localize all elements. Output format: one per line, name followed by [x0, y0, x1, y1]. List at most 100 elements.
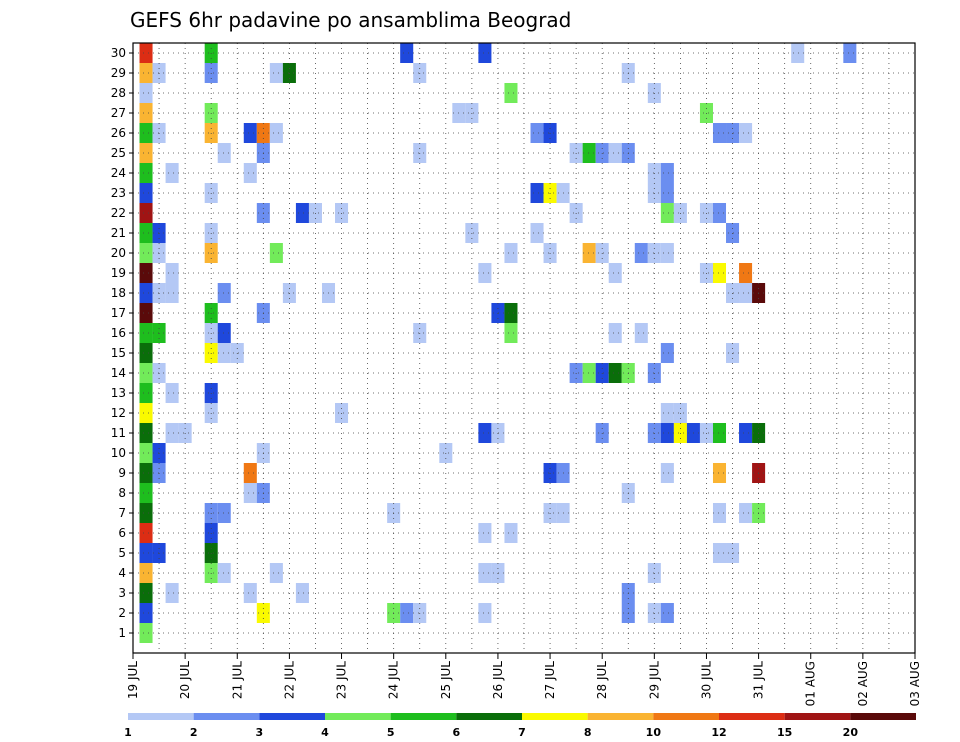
- precip-cell: [139, 543, 153, 563]
- x-tick-label: 20 JUL: [178, 661, 192, 699]
- precip-cell: [530, 223, 544, 243]
- precip-cell: [165, 423, 179, 443]
- y-tick-label: 4: [118, 566, 126, 580]
- precip-cell: [165, 263, 179, 283]
- y-tick-label: 24: [111, 166, 126, 180]
- precip-cell: [269, 563, 283, 583]
- precip-cell: [660, 603, 674, 623]
- legend-swatch: [325, 713, 391, 720]
- legend-swatch: [259, 713, 325, 720]
- precip-cell: [165, 283, 179, 303]
- precip-cell: [139, 123, 153, 143]
- precip-cell: [217, 143, 231, 163]
- legend-swatch: [456, 713, 522, 720]
- precip-cell: [400, 603, 414, 623]
- legend-swatch: [587, 713, 654, 720]
- y-tick-label: 12: [111, 406, 126, 420]
- precip-cell: [739, 123, 753, 143]
- y-axis: 1234567891011121314151617181920212223242…: [111, 46, 133, 640]
- legend-label: 12: [711, 726, 726, 739]
- y-tick-label: 26: [111, 126, 126, 140]
- y-tick-label: 21: [111, 226, 126, 240]
- precip-cell: [165, 163, 179, 183]
- precip-cell: [139, 323, 153, 343]
- y-tick-label: 25: [111, 146, 126, 160]
- y-tick-label: 14: [111, 366, 126, 380]
- legend-swatch: [850, 713, 916, 720]
- y-tick-label: 19: [111, 266, 126, 280]
- x-tick-label: 23 JUL: [335, 661, 349, 699]
- x-tick-label: 31 JUL: [752, 661, 766, 699]
- cells-layer: [139, 43, 857, 643]
- precip-cell: [243, 123, 257, 143]
- legend-swatch: [522, 713, 588, 720]
- precip-cell: [139, 223, 153, 243]
- precip-cell: [295, 203, 309, 223]
- y-tick-label: 10: [111, 446, 126, 460]
- x-tick-label: 21 JUL: [230, 661, 244, 699]
- y-tick-label: 23: [111, 186, 126, 200]
- precip-cell: [165, 583, 179, 603]
- precip-cell: [217, 323, 231, 343]
- x-tick-label: 01 AUG: [804, 661, 818, 706]
- precip-cell: [739, 263, 753, 283]
- chart-title: GEFS 6hr padavine po ansamblima Beograd: [130, 8, 571, 32]
- precip-cell: [243, 583, 257, 603]
- y-tick-label: 29: [111, 66, 126, 80]
- x-tick-label: 24 JUL: [387, 661, 401, 699]
- precip-cell: [478, 43, 492, 63]
- y-tick-label: 7: [118, 506, 126, 520]
- y-tick-label: 30: [111, 46, 126, 60]
- precip-cell: [139, 43, 153, 63]
- precip-cell: [660, 343, 674, 363]
- y-tick-label: 11: [111, 426, 126, 440]
- legend-swatch: [653, 713, 719, 720]
- x-tick-label: 28 JUL: [595, 661, 609, 699]
- legend-label: 15: [777, 726, 792, 739]
- legend-label: 2: [190, 726, 198, 739]
- x-tick-label: 25 JUL: [439, 661, 453, 699]
- y-tick-label: 27: [111, 106, 126, 120]
- precip-cell: [139, 343, 153, 363]
- y-tick-label: 13: [111, 386, 126, 400]
- precip-cell: [504, 523, 518, 543]
- precip-cell: [660, 203, 674, 223]
- precip-cell: [634, 323, 648, 343]
- plot-frame: [132, 42, 916, 654]
- precip-cell: [478, 263, 492, 283]
- precip-cell: [139, 443, 153, 463]
- precip-cell: [712, 543, 727, 563]
- precip-cell: [478, 603, 492, 623]
- precip-cell: [217, 503, 231, 523]
- precip-cell: [608, 323, 622, 343]
- precip-cell: [530, 183, 544, 203]
- legend-label: 5: [387, 726, 395, 739]
- y-tick-label: 28: [111, 86, 126, 100]
- precip-cell: [139, 523, 153, 543]
- precip-cell: [243, 483, 257, 503]
- precip-cell: [139, 163, 153, 183]
- precip-cell: [295, 583, 309, 603]
- precip-cell: [712, 463, 727, 483]
- legend-swatch: [719, 713, 785, 720]
- legend-label: 20: [843, 726, 859, 739]
- precip-cell: [504, 323, 518, 343]
- x-tick-label: 26 JUL: [491, 661, 505, 699]
- legend-label: 3: [256, 726, 264, 739]
- precip-cell: [739, 283, 753, 303]
- precip-cell: [139, 423, 153, 443]
- precip-cell: [660, 243, 674, 263]
- x-tick-label: 29 JUL: [647, 661, 661, 699]
- precip-cell: [139, 283, 153, 303]
- precip-cell: [217, 563, 231, 583]
- precip-cell: [634, 243, 648, 263]
- precip-cell: [739, 503, 753, 523]
- legend-label: 1: [124, 726, 132, 739]
- legend-label: 4: [321, 726, 329, 739]
- precip-cell: [217, 343, 231, 363]
- precip-cell: [139, 583, 153, 603]
- precip-cell: [269, 243, 283, 263]
- y-tick-label: 18: [111, 286, 126, 300]
- precip-cell: [582, 243, 596, 263]
